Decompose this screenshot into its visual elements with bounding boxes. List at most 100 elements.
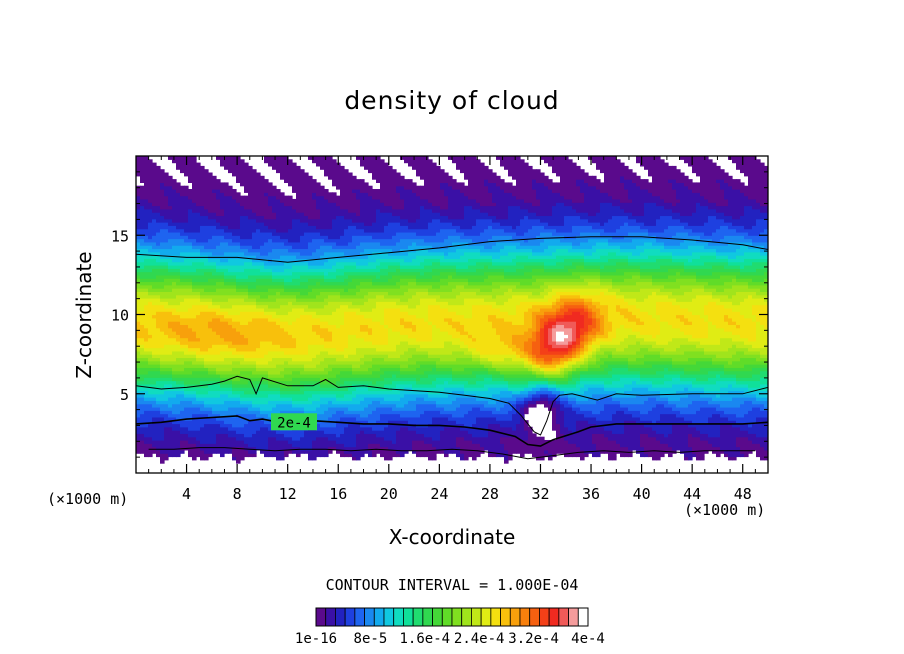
density-cell bbox=[236, 433, 241, 438]
density-cell bbox=[164, 337, 169, 342]
density-cell bbox=[252, 189, 257, 193]
density-cell bbox=[256, 400, 261, 405]
density-cell bbox=[148, 281, 153, 286]
density-cell bbox=[220, 354, 225, 359]
density-cell bbox=[248, 383, 253, 388]
density-cell bbox=[192, 245, 197, 250]
density-cell bbox=[188, 347, 193, 352]
density-cell bbox=[156, 212, 161, 217]
density-cell bbox=[204, 222, 209, 226]
density-cell bbox=[252, 268, 257, 273]
density-cell bbox=[220, 251, 225, 256]
density-cell bbox=[212, 208, 217, 213]
density-cell bbox=[136, 274, 141, 279]
density-cell bbox=[240, 179, 245, 184]
density-cell bbox=[156, 449, 161, 454]
density-cell bbox=[224, 331, 229, 335]
density-cell bbox=[224, 400, 229, 405]
density-cell bbox=[204, 291, 209, 296]
density-cell bbox=[168, 192, 173, 197]
density-cell bbox=[184, 370, 189, 375]
density-cell bbox=[232, 387, 237, 392]
density-cell bbox=[228, 284, 233, 289]
density-cell bbox=[196, 258, 201, 263]
density-cell bbox=[152, 380, 157, 385]
density-cell bbox=[204, 307, 209, 312]
density-cell bbox=[236, 271, 241, 276]
density-cell bbox=[208, 360, 213, 365]
density-cell bbox=[184, 301, 189, 306]
density-cell bbox=[172, 311, 177, 316]
density-cell bbox=[220, 443, 225, 448]
density-cell bbox=[200, 406, 205, 411]
density-cell bbox=[164, 241, 169, 246]
density-cell bbox=[192, 406, 197, 411]
density-cell bbox=[232, 449, 237, 454]
density-cell bbox=[240, 291, 245, 296]
density-cell bbox=[248, 202, 253, 207]
density-cell bbox=[196, 179, 201, 184]
density-cell bbox=[172, 406, 177, 411]
density-cell bbox=[208, 301, 213, 306]
density-cell bbox=[196, 400, 201, 405]
density-cell bbox=[196, 430, 201, 434]
density-cell bbox=[192, 449, 197, 454]
density-cell bbox=[200, 426, 205, 431]
density-cell bbox=[240, 337, 245, 342]
density-cell bbox=[256, 344, 261, 349]
density-cell bbox=[252, 377, 257, 382]
density-cell bbox=[136, 436, 141, 441]
density-cell bbox=[236, 380, 241, 385]
density-cell bbox=[220, 268, 225, 273]
density-cell bbox=[196, 222, 201, 226]
density-cell bbox=[144, 350, 149, 355]
density-cell bbox=[252, 301, 257, 306]
density-cell bbox=[160, 446, 165, 451]
density-cell bbox=[152, 271, 157, 276]
density-cell bbox=[160, 274, 165, 279]
density-cell bbox=[160, 179, 165, 184]
density-cell bbox=[244, 222, 249, 226]
density-cell bbox=[148, 347, 153, 352]
density-cell bbox=[180, 245, 185, 250]
density-cell bbox=[140, 436, 145, 441]
density-cell bbox=[172, 245, 177, 250]
density-cell bbox=[224, 439, 229, 444]
density-cell bbox=[148, 416, 153, 421]
density-cell bbox=[148, 274, 153, 279]
density-cell bbox=[152, 284, 157, 289]
density-cell bbox=[208, 251, 213, 256]
density-cell bbox=[244, 443, 249, 448]
density-cell bbox=[136, 443, 141, 448]
density-cell bbox=[172, 420, 177, 425]
density-cell bbox=[216, 205, 221, 210]
density-cell bbox=[228, 364, 233, 368]
density-cell bbox=[160, 225, 165, 230]
density-cell bbox=[208, 198, 213, 203]
density-cell bbox=[144, 189, 149, 193]
density-cell bbox=[144, 182, 149, 187]
density-cell bbox=[164, 314, 169, 319]
density-cell bbox=[248, 195, 253, 200]
density-cell bbox=[236, 340, 241, 345]
density-cell bbox=[160, 393, 165, 398]
density-cell bbox=[152, 222, 157, 226]
density-cell bbox=[200, 456, 205, 461]
density-cell bbox=[172, 215, 177, 220]
density-cell bbox=[276, 189, 281, 193]
density-cell bbox=[140, 337, 145, 342]
density-cell bbox=[244, 430, 249, 434]
density-cell bbox=[184, 317, 189, 322]
density-cell bbox=[228, 169, 233, 174]
density-cell bbox=[172, 238, 177, 243]
density-cell bbox=[192, 179, 197, 184]
density-cell bbox=[256, 393, 261, 398]
density-field bbox=[136, 156, 768, 464]
density-cell bbox=[248, 426, 253, 431]
density-cell bbox=[208, 387, 213, 392]
density-cell bbox=[200, 307, 205, 312]
density-cell bbox=[200, 453, 205, 458]
density-cell bbox=[224, 446, 229, 451]
density-cell bbox=[340, 165, 345, 170]
density-cell bbox=[144, 410, 149, 415]
